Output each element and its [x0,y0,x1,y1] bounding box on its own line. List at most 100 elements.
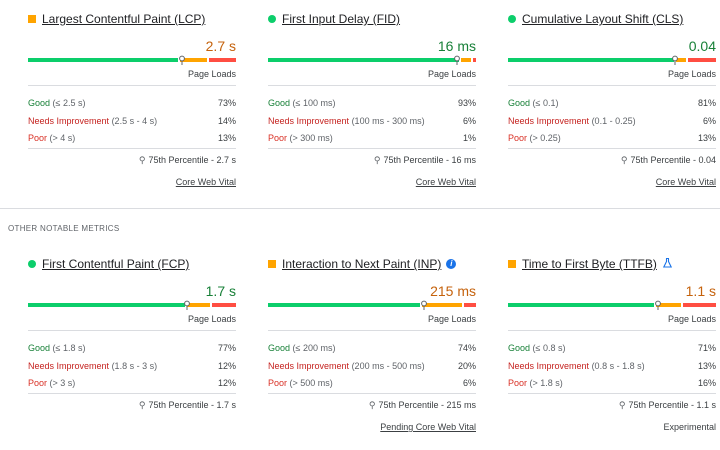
good-label: Good [508,343,531,353]
pin-icon: ⚲ [620,155,628,165]
needs-percent: 6% [462,116,476,126]
needs-range: (0.8 s - 1.8 s) [591,361,645,371]
metric-title-link[interactable]: First Contentful Paint (FCP) [42,257,190,271]
percentile-marker-icon [653,297,663,310]
footer-label[interactable]: Pending Core Web Vital [380,422,476,432]
status-indicator [28,260,36,268]
poor-label: Poor [268,378,288,388]
percentile-line: ⚲ 75th Percentile - 16 ms [374,155,476,166]
poor-range: (> 300 ms) [289,133,333,143]
poor-label: Poor [508,133,528,143]
metric-title-link[interactable]: Time to First Byte (TTFB) [522,257,657,271]
metric-title-row: Interaction to Next Paint (INP) i [268,255,457,273]
footer-label[interactable]: Core Web Vital [655,177,716,187]
good-percent: 77% [217,343,236,353]
bar-segment-good [268,58,459,62]
metric-value: 1.7 s [205,283,236,299]
section-divider [0,208,720,209]
metric-value: 2.7 s [205,38,236,54]
divider [268,330,476,331]
poor-label-group: Poor (> 1.8 s) [508,378,563,388]
bar-segment-needs-improvement [461,58,471,62]
good-label-group: Good (≤ 0.8 s) [508,343,566,353]
bar-segment-poor [688,58,716,62]
bar-segment-needs-improvement [676,58,686,62]
percentile-text: 75th Percentile - 2.7 s [148,155,236,165]
percentile-line: ⚲ 75th Percentile - 215 ms [369,400,476,411]
good-label: Good [268,343,291,353]
footer-label: Experimental [663,422,716,432]
poor-percent: 13% [697,133,716,143]
good-range: (≤ 1.8 s) [52,343,86,353]
poor-label-group: Poor (> 300 ms) [268,133,333,143]
distribution-bar [268,55,476,65]
needs-label: Needs Improvement [268,116,350,126]
good-percent: 93% [457,98,476,108]
info-icon[interactable]: i [446,259,457,269]
page-loads-label: Page Loads [187,69,236,79]
good-percent: 73% [217,98,236,108]
percentile-text: 75th Percentile - 1.7 s [148,400,236,410]
percentile-text: 75th Percentile - 1.1 s [628,400,716,410]
distribution-bar [28,300,236,310]
bar-segment-poor [473,58,476,62]
metric-title-row: Time to First Byte (TTFB) [508,255,672,273]
metric-value: 0.04 [688,38,716,54]
metric-title-link[interactable]: Interaction to Next Paint (INP) [282,257,442,271]
pin-icon: ⚲ [373,155,381,165]
divider [28,330,236,331]
bar-segment-poor [683,303,716,307]
needs-percent: 13% [697,361,716,371]
metric-title-row: First Contentful Paint (FCP) [28,255,189,273]
metric-title-link[interactable]: Cumulative Layout Shift (CLS) [522,12,684,26]
poor-range: (> 3 s) [49,378,76,388]
percentile-marker-icon [452,52,462,65]
percentile-marker-icon [419,297,429,310]
poor-range: (> 1.8 s) [529,378,563,388]
poor-label: Poor [28,133,48,143]
distribution-bar [508,55,716,65]
good-range: (≤ 100 ms) [292,98,336,108]
percentile-line: ⚲ 75th Percentile - 1.7 s [139,400,236,411]
metric-value: 1.1 s [685,283,716,299]
poor-range: (> 0.25) [529,133,561,143]
poor-percent: 16% [697,378,716,388]
metric-title-link[interactable]: First Input Delay (FID) [282,12,401,26]
bar-segment-good [268,303,420,307]
poor-label: Poor [268,133,288,143]
poor-range: (> 500 ms) [289,378,333,388]
footer-label[interactable]: Core Web Vital [415,177,476,187]
bar-segment-needs-improvement [422,303,462,307]
metric-card-fid: First Input Delay (FID) 16 ms Page Loads Go… [268,10,476,190]
poor-percent: 13% [217,133,236,143]
needs-label-group: Needs Improvement (0.8 s - 1.8 s) [508,361,645,371]
divider [28,148,236,149]
percentile-text: 75th Percentile - 215 ms [378,400,476,410]
percentile-line: ⚲ 75th Percentile - 0.04 [621,155,716,166]
needs-label: Needs Improvement [28,116,110,126]
good-percent: 71% [697,343,716,353]
poor-percent: 6% [462,378,476,388]
metric-card-fcp: First Contentful Paint (FCP) 1.7 s Page Lo… [28,255,236,435]
good-label: Good [508,98,531,108]
bar-segment-poor [464,303,476,307]
status-indicator [508,15,516,23]
good-percent: 74% [457,343,476,353]
divider [268,85,476,86]
metric-title-row: Largest Contentful Paint (LCP) [28,10,205,28]
good-range: (≤ 0.1) [532,98,559,108]
divider [508,85,716,86]
good-range: (≤ 0.8 s) [532,343,566,353]
percentile-line: ⚲ 75th Percentile - 1.1 s [619,400,716,411]
metric-title-link[interactable]: Largest Contentful Paint (LCP) [42,12,206,26]
bar-segment-needs-improvement [180,58,207,62]
divider [28,85,236,86]
good-label: Good [268,98,291,108]
bar-segment-needs-improvement [656,303,681,307]
percentile-line: ⚲ 75th Percentile - 2.7 s [139,155,236,166]
footer-label[interactable]: Core Web Vital [175,177,236,187]
good-percent: 81% [697,98,716,108]
poor-percent: 12% [217,378,236,388]
status-indicator [268,15,276,23]
percentile-text: 75th Percentile - 0.04 [630,155,716,165]
